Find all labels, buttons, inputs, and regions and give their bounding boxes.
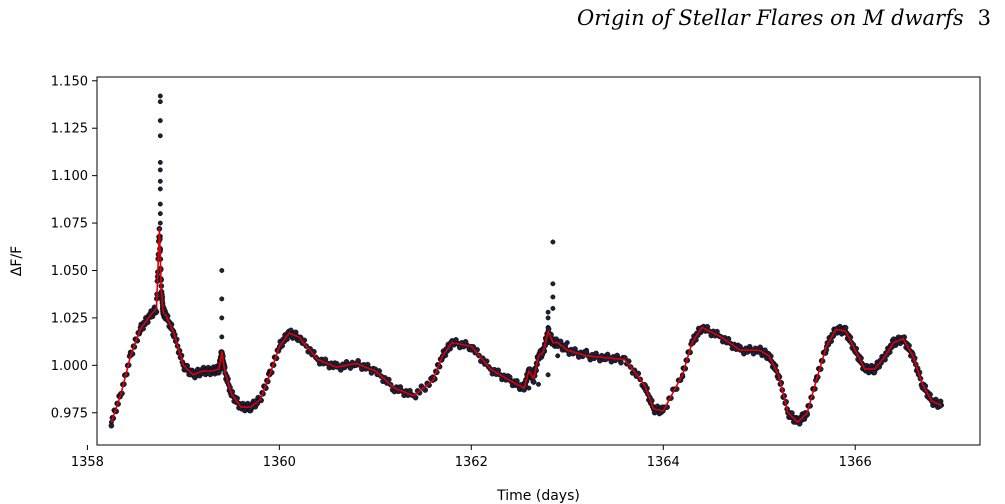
data-point <box>219 315 225 321</box>
data-point <box>618 359 624 366</box>
y-axis-label: ΔF/F <box>9 246 25 276</box>
y-tick-label: 1.025 <box>51 311 88 326</box>
data-point <box>157 118 163 124</box>
y-tick-label: 0.975 <box>51 406 88 421</box>
data-point <box>157 186 163 192</box>
data-point <box>545 309 551 315</box>
plot-clip-group <box>108 93 945 429</box>
x-tick-label: 1364 <box>647 455 680 470</box>
plot-area <box>108 93 945 429</box>
y-tick-label: 1.100 <box>51 169 88 184</box>
data-point <box>545 315 551 321</box>
x-tick-label: 1366 <box>839 455 872 470</box>
data-point <box>157 99 163 105</box>
data-point <box>157 167 163 173</box>
data-point <box>550 294 556 300</box>
y-tick-label: 1.125 <box>51 122 88 137</box>
plot-frame <box>96 76 981 446</box>
data-point <box>842 324 849 331</box>
axes: 1358 1360 1362 1364 1366 0.975 1.000 1.025 1.050… <box>9 74 981 504</box>
data-point <box>157 178 163 184</box>
y-tick-label: 1.075 <box>51 217 88 232</box>
data-point <box>545 372 551 378</box>
x-axis-label: Time (days) <box>496 488 580 504</box>
data-point <box>157 93 163 99</box>
data-point <box>219 296 225 302</box>
data-point <box>550 239 556 245</box>
model-line <box>110 228 942 424</box>
data-point <box>157 211 163 217</box>
data-point <box>108 422 115 429</box>
data-point <box>555 353 561 359</box>
data-point <box>219 334 225 340</box>
scatter-series-1 <box>157 93 556 346</box>
page-number: 3 <box>977 6 991 30</box>
running-head: Origin of Stellar Flares on M dwarfs 3 <box>577 6 991 30</box>
data-point <box>530 379 537 385</box>
data-point <box>157 220 163 226</box>
y-tick-label: 1.050 <box>51 264 88 279</box>
data-point <box>550 281 556 287</box>
x-tick-label: 1358 <box>71 455 104 470</box>
data-point <box>536 381 541 387</box>
data-point <box>550 305 556 311</box>
data-point <box>157 201 163 207</box>
data-point <box>216 369 222 376</box>
y-tick-label: 1.150 <box>51 74 88 89</box>
x-tick-label: 1360 <box>263 455 296 470</box>
running-title: Origin of Stellar Flares on M dwarfs <box>577 6 964 30</box>
y-tick-label: 1.000 <box>51 359 88 374</box>
data-point <box>937 398 944 405</box>
scatter-series-0 <box>108 305 945 425</box>
data-point <box>157 159 163 165</box>
data-point <box>157 133 163 139</box>
data-point <box>219 268 225 273</box>
x-tick-label: 1362 <box>455 455 488 470</box>
